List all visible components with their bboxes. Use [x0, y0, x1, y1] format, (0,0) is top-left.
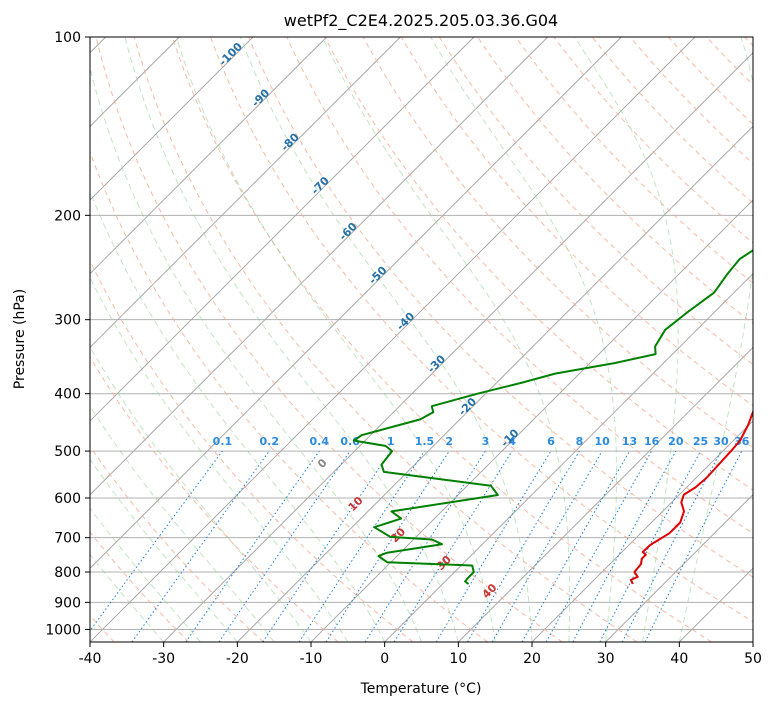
- y-axis-label: Pressure (hPa): [12, 289, 28, 389]
- dry-adiabat-label: -50: [366, 264, 389, 287]
- isotherm-gridline: [0, 37, 327, 642]
- mixing-ratio-label: 0.2: [260, 435, 280, 448]
- isotherm-gridline: [16, 37, 621, 642]
- mixing-ratio-label: 1: [387, 435, 395, 448]
- dry-adiabat-label: 0: [315, 456, 330, 471]
- isotherm-gridline: [753, 37, 775, 642]
- moist-adiabat: [0, 37, 201, 642]
- dry-adiabat: [0, 37, 338, 642]
- mixing-ratio-label: 0.4: [310, 435, 330, 448]
- x-tick-label: -30: [152, 651, 175, 667]
- dry-adiabat-label: 20: [388, 525, 408, 545]
- moist-adiabat: [83, 37, 422, 642]
- dry-adiabat-label: -70: [309, 174, 332, 197]
- mixing-ratio-label: 16: [644, 435, 660, 448]
- x-tick-label: -10: [300, 651, 323, 667]
- dry-adiabat-label: -40: [394, 310, 417, 333]
- dry-adiabat: [707, 37, 775, 642]
- dry-adiabat: [134, 37, 637, 642]
- mixing-ratio-label: 2: [445, 435, 453, 448]
- isotherm-gridline: [0, 37, 253, 642]
- dry-adiabat: [745, 37, 775, 642]
- y-tick-label: 500: [54, 444, 81, 460]
- mixing-ratio-label: 6: [547, 435, 555, 448]
- y-tick-label: 400: [54, 387, 81, 403]
- y-tick-label: 1000: [45, 622, 81, 638]
- moist-adiabat: [17, 37, 348, 642]
- mixing-ratio-label: 3: [482, 435, 490, 448]
- dry-adiabat-label: 30: [434, 553, 454, 573]
- x-tick-label: 30: [597, 651, 615, 667]
- mixing-ratio-label: 10: [594, 435, 610, 448]
- moist-adiabat: [0, 37, 237, 642]
- isotherm-gridline: [311, 37, 775, 642]
- isotherm-gridline: [0, 37, 400, 642]
- mixing-ratio-label: 25: [693, 435, 708, 448]
- dry-adiabat-label: -10: [498, 426, 521, 449]
- mixing-ratio-label: 30: [713, 435, 729, 448]
- dry-adiabat-label: 40: [480, 581, 500, 601]
- mixing-ratio-label: 20: [668, 435, 684, 448]
- mixing-ratio-line: [522, 451, 629, 642]
- x-tick-label: 0: [380, 651, 389, 667]
- x-tick-label: 10: [449, 651, 467, 667]
- y-tick-label: 900: [54, 595, 81, 611]
- mixing-ratio-label: 13: [622, 435, 637, 448]
- moist-adiabat: [0, 37, 274, 642]
- dry-adiabat-label: -80: [279, 130, 302, 153]
- dry-adiabat-label: -100: [216, 40, 245, 69]
- y-tick-label: 600: [54, 491, 81, 507]
- isotherm-gridline: [237, 37, 775, 642]
- isotherm-gridline: [385, 37, 775, 642]
- dry-adiabat: [0, 37, 189, 642]
- mixing-ratio-label: 8: [576, 435, 584, 448]
- mixing-ratio-line: [263, 451, 391, 642]
- mixing-ratio-label: 1.5: [415, 435, 435, 448]
- x-axis-label: Temperature (°C): [360, 681, 482, 697]
- x-tick-label: -20: [226, 651, 249, 667]
- dry-adiabat: [20, 37, 413, 642]
- mixing-ratio-label: 0.1: [213, 435, 233, 448]
- x-tick-label: 20: [523, 651, 541, 667]
- moist-adiabat: [323, 37, 570, 642]
- dry-adiabat-label: -60: [337, 220, 360, 243]
- y-tick-label: 700: [54, 531, 81, 547]
- mixing-ratio-line: [573, 451, 676, 642]
- isotherm-gridline: [458, 37, 775, 642]
- y-tick-label: 300: [54, 313, 81, 329]
- dry-adiabat-label: 10: [346, 494, 366, 514]
- moist-adiabat: [240, 37, 532, 642]
- mixing-ratio-line: [82, 451, 223, 642]
- dry-adiabat-label: -90: [249, 86, 272, 109]
- dry-adiabat: [58, 37, 488, 642]
- x-tick-label: -40: [79, 651, 102, 667]
- isotherm-gridline: [679, 37, 775, 642]
- y-tick-label: 100: [54, 30, 81, 46]
- x-tick-label: 40: [670, 651, 688, 667]
- x-tick-label: 50: [744, 651, 762, 667]
- plot-frame: [90, 37, 753, 642]
- dry-adiabat: [554, 37, 775, 642]
- moist-adiabat: [0, 37, 311, 642]
- dry-adiabat: [0, 37, 264, 642]
- mixing-ratio-line: [468, 451, 580, 642]
- y-tick-label: 800: [54, 565, 81, 581]
- moist-adiabat: [125, 37, 458, 642]
- dry-adiabat: [668, 37, 775, 642]
- mixing-ratio-line: [600, 451, 701, 642]
- dry-adiabat: [592, 37, 775, 642]
- moist-adiabat: [575, 37, 679, 642]
- mixing-ratio-line: [299, 451, 424, 642]
- dry-adiabat-label: -30: [425, 352, 448, 375]
- y-tick-label: 200: [54, 208, 81, 224]
- moist-adiabat: [176, 37, 495, 642]
- chart-title: wetPf2_C2E4.2025.205.03.36.G04: [284, 11, 558, 31]
- dry-adiabat: [516, 37, 775, 642]
- mixing-ratio-line: [436, 451, 551, 642]
